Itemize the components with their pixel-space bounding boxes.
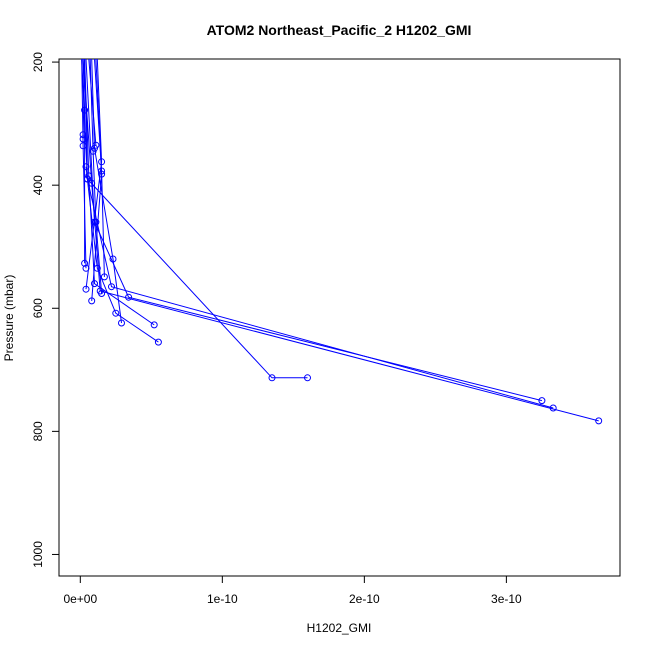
y-axis-label: Pressure (mbar): [2, 275, 16, 362]
x-axis-label: H1202_GMI: [307, 621, 372, 635]
data-point-14-1: [79, 135, 87, 143]
data-point-0-0: [595, 417, 603, 425]
data-point-8-2: [89, 147, 97, 155]
series-line-13: [88, 58, 97, 146]
data-point-8-0: [98, 290, 106, 297]
data-point-11-0: [82, 264, 90, 272]
series-line-10: [94, 58, 105, 277]
chart-title: ATOM2 Northeast_Pacific_2 H1202_GMI: [207, 22, 472, 38]
series-line-9: [85, 58, 103, 290]
data-point-2-0: [538, 397, 546, 405]
series-group: [79, 58, 603, 425]
data-point-5-1: [91, 280, 98, 288]
series-line-2: [85, 58, 543, 402]
data-point-6-0: [118, 319, 125, 327]
data-point-1-1: [108, 283, 115, 291]
data-point-4-1: [112, 309, 120, 317]
series-line-6: [91, 58, 122, 324]
data-point-11-1: [79, 142, 87, 150]
series-line-12: [82, 58, 86, 264]
data-point-1-0: [549, 404, 557, 412]
data-point-12-0: [81, 259, 89, 267]
series-line-1: [84, 58, 554, 409]
data-point-2-1: [125, 293, 133, 301]
x-tick-label: 1e-10: [207, 592, 238, 606]
data-point-3-1: [268, 374, 276, 382]
y-tick-label: 200: [31, 52, 45, 72]
series-line-0: [82, 58, 599, 422]
data-point-3-0: [304, 374, 311, 382]
data-point-4-0: [154, 338, 162, 346]
y-tick-label: 400: [31, 175, 45, 195]
x-tick-label: 0e+00: [63, 592, 97, 606]
data-point-10-0: [100, 273, 108, 281]
series-line-3: [81, 58, 308, 379]
data-point-14-0: [79, 131, 87, 139]
data-point-5-0: [150, 321, 158, 329]
data-point-7-0: [88, 297, 96, 305]
data-point-4-3: [82, 163, 90, 171]
y-axis: 200 400 600 800 1000: [31, 52, 60, 568]
data-point-12-1: [81, 106, 89, 114]
data-point-6-1: [109, 255, 117, 263]
x-axis: 0e+00 1e-10 2e-10 3e-10: [63, 575, 522, 606]
data-point-13-0: [92, 141, 100, 149]
y-tick-label: 1000: [31, 541, 45, 568]
series-line-4: [85, 166, 159, 343]
data-point-10-1: [98, 167, 106, 175]
series-line-8: [89, 58, 103, 294]
x-tick-label: 2e-10: [349, 592, 380, 606]
x-tick-label: 3e-10: [491, 592, 522, 606]
data-point-9-0: [82, 285, 90, 293]
y-tick-label: 600: [31, 298, 45, 318]
data-point-8-1: [92, 218, 100, 226]
series-line-5: [84, 58, 155, 326]
data-point-5-2: [85, 172, 93, 180]
y-tick-label: 800: [31, 421, 45, 441]
